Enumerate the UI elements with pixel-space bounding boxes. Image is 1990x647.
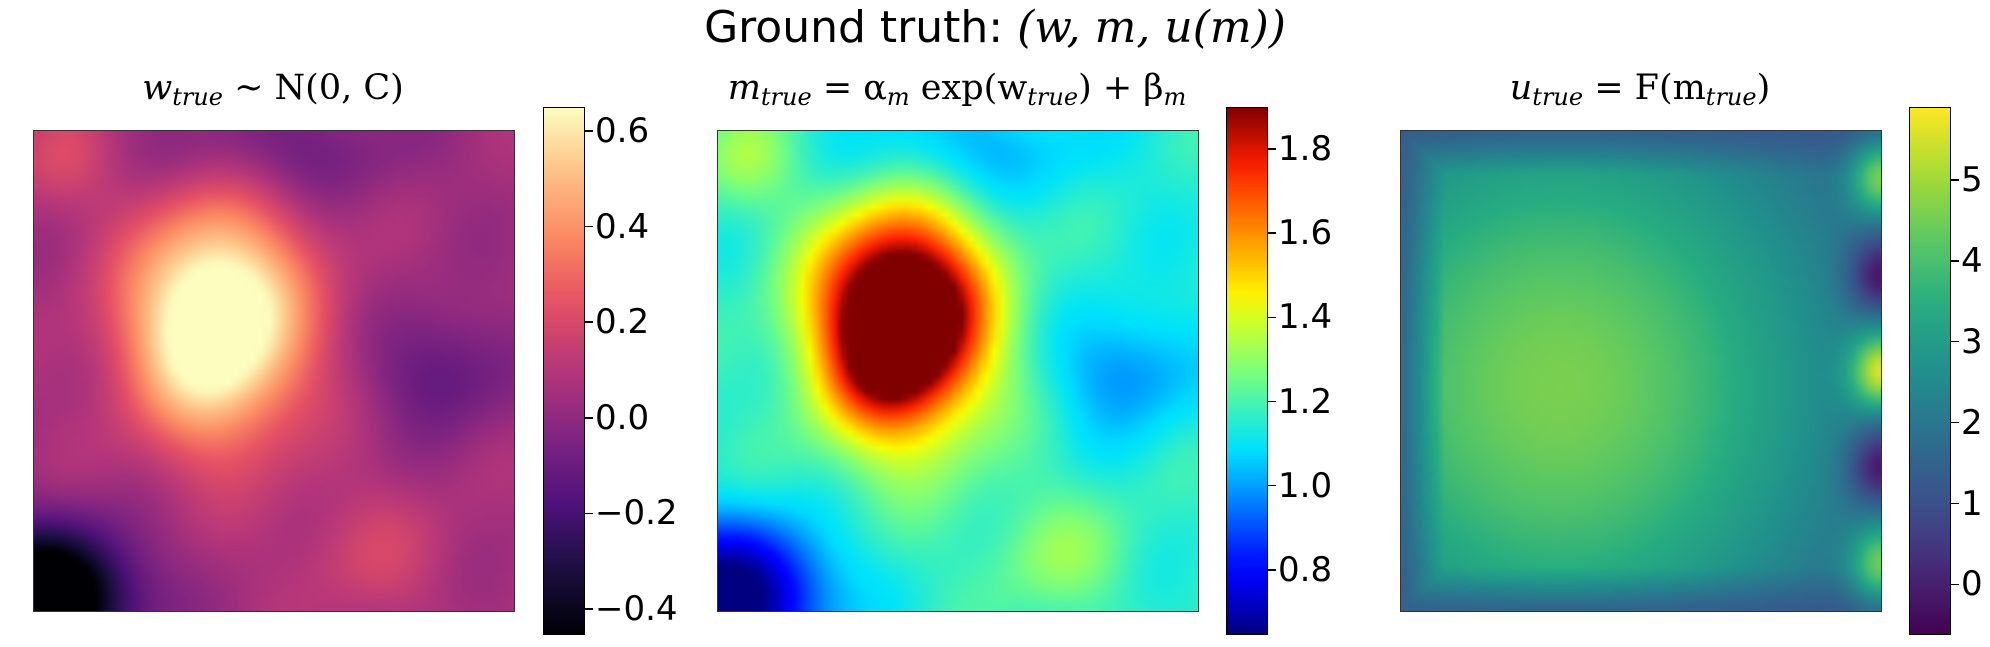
colorbar-tick-mark	[1267, 316, 1276, 319]
colorbar-tick-mark	[1950, 502, 1959, 505]
colorbar-tick-label: 1.0	[1278, 465, 1333, 506]
colorbar-tick-label: 0.2	[595, 302, 650, 343]
colorbar-tick-label: 2	[1961, 402, 1983, 443]
figure-suptitle: Ground truth: (w, m, u(m))	[0, 2, 1990, 54]
suptitle-math: (w, m, u(m))	[1017, 2, 1286, 53]
colorbar-tick-mark	[584, 417, 593, 419]
colorbar-tick-mark	[1950, 260, 1959, 262]
panel-m-title: mtrue = αm exp(wtrue) + βm	[727, 68, 1187, 111]
colorbar-tick-mark	[1950, 340, 1959, 343]
colorbar-tick-mark	[1267, 569, 1276, 571]
panel-u-title: utrue = F(mtrue)	[1509, 68, 1771, 111]
colorbar-tick-label: 1.6	[1278, 213, 1333, 254]
colorbar-tick-mark	[1267, 400, 1276, 403]
heatmap-u-true	[1400, 130, 1882, 612]
colorbar-tick-label: 3	[1961, 321, 1983, 362]
colorbar-tick-mark	[1267, 148, 1276, 150]
colorbar-tick-mark	[584, 321, 593, 323]
heatmap-image	[34, 131, 514, 611]
colorbar-tick-label: 1.8	[1278, 129, 1333, 170]
colorbar-tick-label: 0.0	[595, 397, 650, 438]
colorbar-tick-mark	[1267, 232, 1276, 234]
panel-w-title: wtrue ~ N(0, C)	[142, 68, 404, 111]
colorbar-tick-label: 1.4	[1278, 297, 1333, 338]
colorbar-tick-label: 5	[1961, 159, 1983, 200]
colorbar-tick-mark	[1950, 421, 1959, 424]
colorbar-tick-label: 0	[1961, 564, 1983, 605]
colorbar-tick-label: 1	[1961, 483, 1983, 524]
colorbar-tick-label: 1.2	[1278, 381, 1333, 422]
colorbar-tick-label: 4	[1961, 240, 1983, 281]
colorbar-tick-mark	[1950, 583, 1959, 586]
suptitle-prefix: Ground truth:	[704, 2, 1018, 53]
colorbar-tick-mark	[584, 512, 593, 515]
heatmap-image	[1401, 131, 1881, 611]
colorbar-tick-mark	[584, 608, 593, 610]
colorbar-tick-mark	[1267, 484, 1276, 487]
colorbar-tick-label: 0.4	[595, 206, 650, 247]
colorbar-w-true	[543, 107, 585, 635]
colorbar-tick-mark	[584, 130, 593, 132]
heatmap-m-true	[717, 130, 1199, 612]
colorbar-tick-label: 0.6	[595, 110, 650, 151]
colorbar-u-true	[1909, 107, 1951, 635]
colorbar-m-true	[1226, 107, 1268, 635]
colorbar-tick-label: −0.4	[595, 589, 678, 630]
colorbar-tick-mark	[584, 225, 593, 228]
heatmap-w-true	[33, 130, 515, 612]
heatmap-image	[718, 131, 1198, 611]
colorbar-tick-label: −0.2	[595, 493, 678, 534]
colorbar-tick-mark	[1950, 179, 1959, 181]
colorbar-tick-label: 0.8	[1278, 549, 1333, 590]
